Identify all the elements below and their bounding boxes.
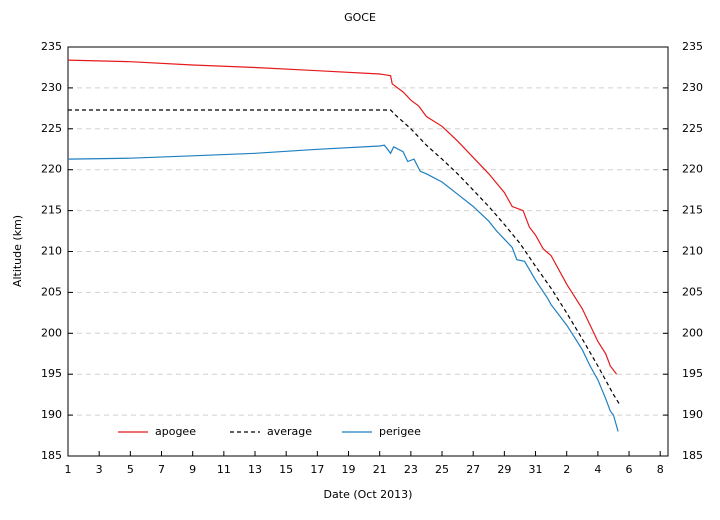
- y-tick-label: 200: [41, 326, 62, 339]
- y-tick-label: 230: [41, 81, 62, 94]
- y2-tick-label: 190: [682, 408, 703, 421]
- legend-label: perigee: [379, 425, 421, 438]
- legend-label: apogee: [155, 425, 196, 438]
- x-tick-label: 25: [435, 463, 449, 476]
- x-tick-label: 23: [404, 463, 418, 476]
- y2-tick-label: 215: [682, 204, 703, 217]
- chart-title: GOCE: [344, 11, 376, 24]
- legend-label: average: [267, 425, 312, 438]
- y2-tick-label: 210: [682, 245, 703, 258]
- series-line: [68, 109, 621, 405]
- series-line: [67, 59, 618, 375]
- y-tick-label: 205: [41, 285, 62, 298]
- y-axis-label: Altitude (km): [11, 215, 24, 287]
- x-tick-label: 7: [158, 463, 165, 476]
- x-tick-label: 29: [497, 463, 511, 476]
- y2-tick-label: 205: [682, 285, 703, 298]
- series-line: [67, 144, 619, 432]
- x-axis-label: Date (Oct 2013): [324, 488, 413, 501]
- x-tick-label: 13: [248, 463, 262, 476]
- x-tick-label: 15: [279, 463, 293, 476]
- y-tick-label: 215: [41, 204, 62, 217]
- x-tick-label: 11: [217, 463, 231, 476]
- y-tick-label: 190: [41, 408, 62, 421]
- y-tick-label: 220: [41, 163, 62, 176]
- y2-tick-label: 235: [682, 40, 703, 53]
- x-tick-label: 9: [189, 463, 196, 476]
- x-tick-label: 19: [342, 463, 356, 476]
- y2-tick-label: 185: [682, 449, 703, 462]
- y-tick-label: 195: [41, 367, 62, 380]
- y2-tick-label: 230: [682, 81, 703, 94]
- x-tick-label: 5: [127, 463, 134, 476]
- y-tick-label: 225: [41, 122, 62, 135]
- x-tick-label: 2: [563, 463, 570, 476]
- y2-tick-label: 195: [682, 367, 703, 380]
- x-tick-label: 21: [373, 463, 387, 476]
- x-tick-label: 6: [626, 463, 633, 476]
- y2-tick-label: 220: [682, 163, 703, 176]
- y-tick-label: 235: [41, 40, 62, 53]
- y2-tick-label: 200: [682, 326, 703, 339]
- y2-tick-label: 225: [682, 122, 703, 135]
- x-tick-label: 1: [65, 463, 72, 476]
- y-tick-label: 210: [41, 245, 62, 258]
- plot-frame: [67, 46, 669, 457]
- x-tick-label: 4: [594, 463, 601, 476]
- y-tick-label: 185: [41, 449, 62, 462]
- x-tick-label: 8: [657, 463, 664, 476]
- x-tick-label: 31: [529, 463, 543, 476]
- x-tick-label: 3: [96, 463, 103, 476]
- x-tick-label: 27: [466, 463, 480, 476]
- x-tick-label: 17: [310, 463, 324, 476]
